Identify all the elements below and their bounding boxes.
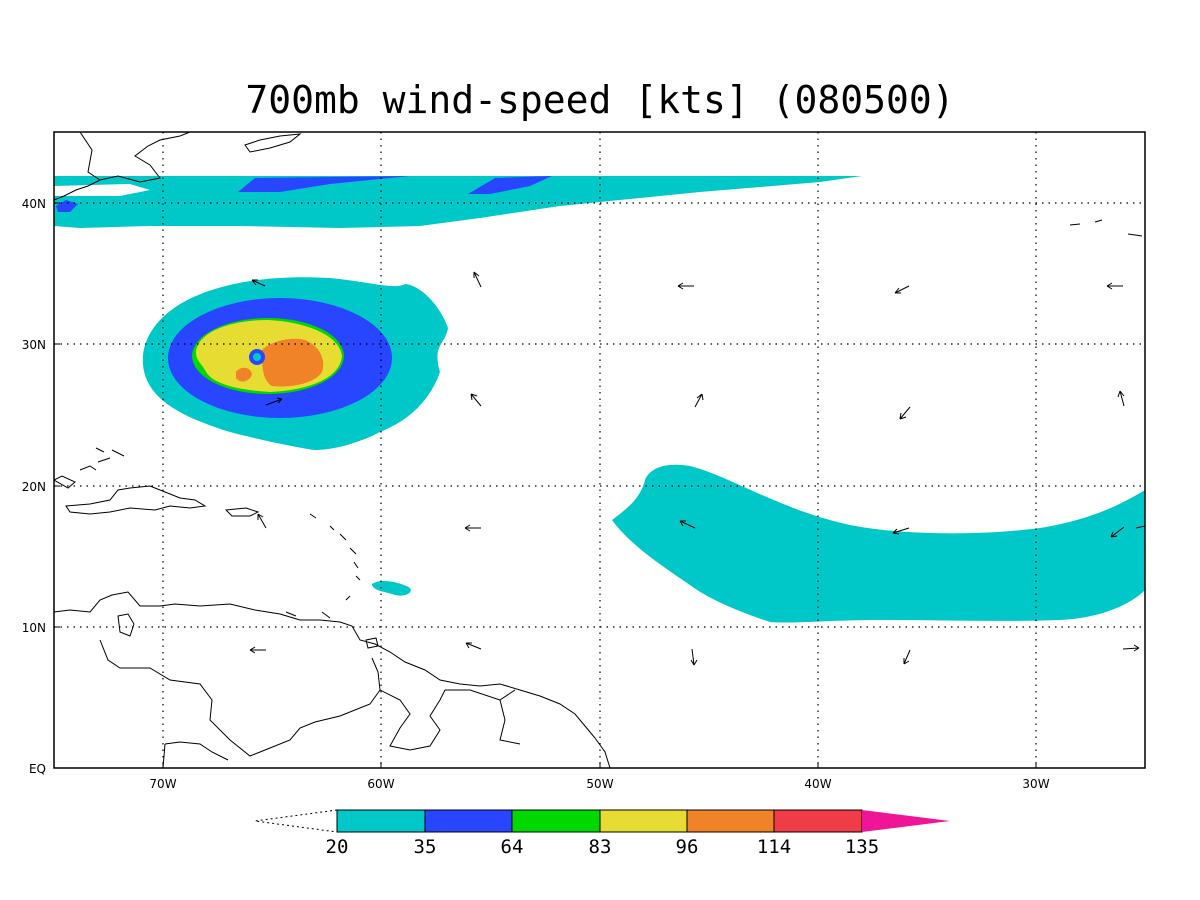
- coast-bahamas: [79, 447, 125, 471]
- wind-arrow: [1110, 526, 1125, 538]
- hurricane-96: [262, 338, 324, 387]
- x-tick-label: 30W: [1022, 777, 1049, 791]
- jet-gap-white: [54, 184, 150, 196]
- wind-arrow: [679, 520, 696, 529]
- wind-arrow: [465, 642, 482, 650]
- colorbar-label: 64: [501, 836, 524, 858]
- tropical-band-20: [612, 464, 1145, 623]
- jet-band-20: [54, 176, 862, 228]
- colorbar: 20 35 64 83 96 114 135: [254, 809, 950, 858]
- coastlines: [54, 132, 1143, 768]
- x-tick-label: 70W: [149, 777, 176, 791]
- hurricane-96-west: [236, 367, 252, 382]
- colorbar-label: 83: [589, 836, 612, 858]
- colorbar-high-triangle: [862, 810, 950, 832]
- coast-north-america: [79, 132, 191, 183]
- border-suriname: [445, 689, 521, 745]
- colorbar-label: 35: [414, 836, 437, 858]
- colorbar-swatch: [599, 809, 688, 833]
- coast-lesser-antilles: [285, 513, 361, 619]
- wind-arrows: [249, 271, 1146, 666]
- x-tick-label: 50W: [586, 777, 613, 791]
- colorbar-swatch: [511, 809, 601, 833]
- coast-new-england: [54, 179, 101, 201]
- wind-arrow: [892, 527, 910, 535]
- wind-arrow: [1122, 644, 1140, 652]
- coast-puerto-rico: [224, 507, 260, 517]
- wind-arrow: [464, 524, 481, 532]
- wind-arrow: [249, 646, 266, 654]
- x-tick-label: 40W: [804, 777, 831, 791]
- colorbar-swatch: [424, 809, 513, 833]
- wind-arrow: [1117, 390, 1125, 407]
- wind-arrow: [470, 393, 482, 407]
- colorbar-swatch: [773, 809, 863, 833]
- tick-marks: [54, 202, 1037, 768]
- wind-arrow: [899, 406, 911, 420]
- coast-south-america: [54, 591, 611, 768]
- colorbar-low-triangle: [254, 809, 338, 833]
- jet-core-35-east: [468, 176, 552, 194]
- colorbar-swatch: [336, 809, 426, 833]
- wind-arrow: [251, 279, 266, 287]
- wind-shading: [54, 176, 1145, 623]
- y-axis-labels: 40N 30N 20N 10N EQ: [22, 197, 46, 776]
- y-tick-label: 20N: [22, 480, 46, 494]
- coast-lake-maracaibo: [117, 613, 135, 637]
- coast-nova-scotia: [244, 133, 302, 153]
- y-tick-label: 10N: [22, 621, 46, 635]
- coast-trinidad: [365, 637, 379, 649]
- colorbar-swatch: [686, 809, 775, 833]
- page-title: 700mb wind-speed [kts] (080500): [245, 78, 955, 122]
- y-tick-label: EQ: [29, 762, 46, 776]
- wind-arrow: [1135, 525, 1146, 529]
- wind-arrow: [894, 285, 910, 294]
- coast-azores: [1069, 219, 1143, 237]
- wind-arrow: [690, 648, 698, 666]
- border-guyana: [379, 689, 446, 751]
- x-tick-label: 60W: [367, 777, 394, 791]
- y-tick-label: 40N: [22, 197, 46, 211]
- wind-arrow: [257, 513, 267, 529]
- wind-arrow: [473, 271, 482, 288]
- wind-arrow: [903, 649, 911, 665]
- patch-20-small: [372, 581, 411, 596]
- border-brazil: [162, 741, 229, 768]
- wind-arrow: [677, 282, 694, 290]
- colorbar-label: 135: [845, 836, 879, 858]
- colorbar-label: 96: [676, 836, 699, 858]
- colorbar-label: 114: [757, 836, 791, 858]
- hurricane-eye: [253, 353, 261, 361]
- wind-arrow: [694, 393, 704, 408]
- coast-hispaniola: [65, 485, 207, 515]
- colorbar-label: 20: [326, 836, 349, 858]
- coast-cuba: [54, 475, 76, 489]
- y-tick-label: 30N: [22, 338, 46, 352]
- border-venezuela: [99, 639, 381, 757]
- jet-core-35-west: [238, 176, 410, 192]
- x-axis-labels: 70W 60W 50W 40W 30W: [149, 777, 1049, 791]
- wind-arrow: [265, 397, 283, 406]
- wind-arrow: [1106, 282, 1123, 290]
- grid-lines: [54, 132, 1145, 768]
